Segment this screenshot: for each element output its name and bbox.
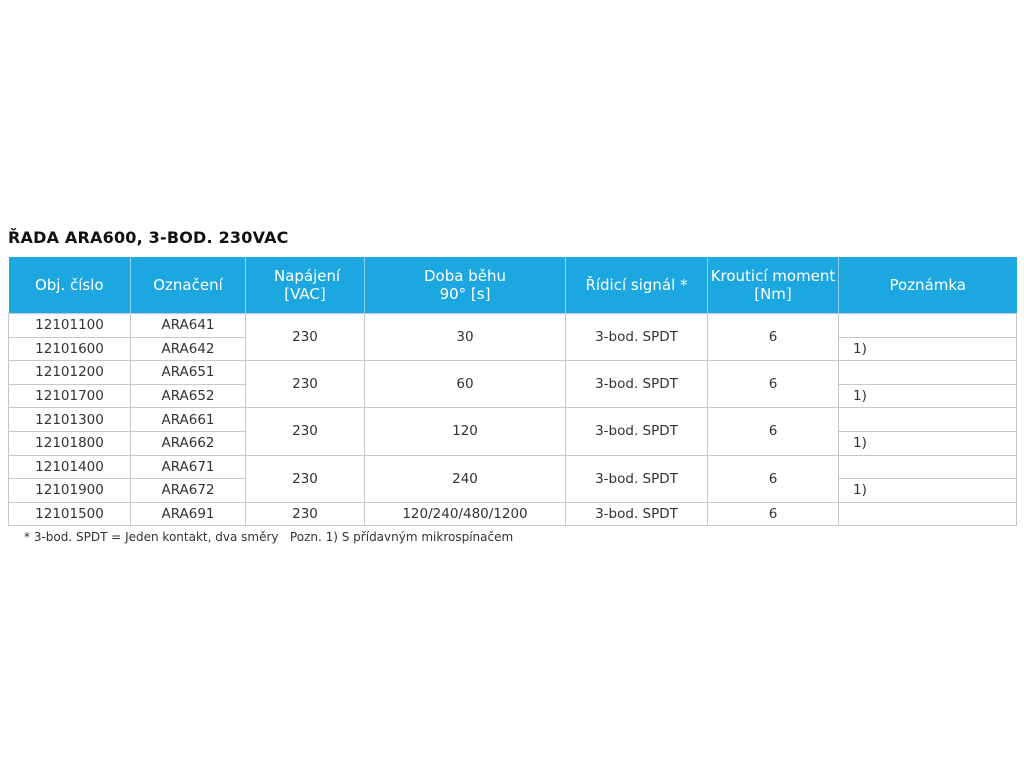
cell-code: 12101600	[8, 336, 131, 362]
cell-runtime: 240	[364, 454, 566, 503]
col-header-name: Označení	[130, 257, 246, 314]
cell-name: ARA661	[130, 407, 246, 432]
cell-code: 12101300	[8, 407, 131, 432]
table-row: 12101600 ARA642 1)	[8, 336, 1017, 362]
cell-voltage: 230	[245, 454, 365, 503]
cell-torque: 6	[707, 407, 839, 456]
cell-code: 12101500	[8, 501, 131, 527]
cell-signal: 3-bod. SPDT	[565, 360, 708, 409]
cell-name: ARA642	[130, 336, 246, 362]
cell-name: ARA662	[130, 430, 246, 456]
table-row: 12101500 ARA691 230 120/240/480/1200 3-bod. …	[8, 501, 1017, 527]
col-header-runtime: Doba běhu 90° [s]	[364, 257, 566, 314]
cell-signal: 3-bod. SPDT	[565, 312, 708, 362]
cell-torque: 6	[707, 360, 839, 409]
cell-voltage: 230	[245, 312, 365, 362]
cell-name: ARA672	[130, 478, 246, 503]
cell-note: 1)	[838, 336, 1017, 362]
cell-code: 12101700	[8, 383, 131, 409]
cell-note: 1)	[838, 430, 1017, 456]
cell-name: ARA671	[130, 454, 246, 480]
table-row: 12101900 ARA672 1)	[8, 478, 1017, 503]
col-header-signal: Řídicí signál *	[565, 257, 708, 314]
cell-note: 1)	[838, 383, 1017, 409]
footnote: * 3-bod. SPDT = Jeden kontakt, dva směry…	[24, 530, 514, 544]
cell-name: ARA652	[130, 383, 246, 409]
col-header-voltage: Napájení [VAC]	[245, 257, 365, 314]
table-title: ŘADA ARA600, 3-BOD. 230VAC	[8, 228, 289, 247]
cell-name: ARA651	[130, 360, 246, 385]
col-header-torque: Krouticí moment [Nm]	[707, 257, 839, 314]
cell-runtime: 60	[364, 360, 566, 409]
cell-note	[838, 360, 1017, 385]
cell-voltage: 230	[245, 407, 365, 456]
cell-code: 12101400	[8, 454, 131, 480]
col-header-note: Poznámka	[838, 257, 1017, 314]
cell-name: ARA641	[130, 313, 246, 338]
table-row: 12101100 ARA641 230 30 3-bod. SPDT 6	[8, 312, 1017, 362]
product-table: Obj. číslo Označení Napájení [VAC] Doba …	[8, 257, 1017, 527]
table-row: 12101700 ARA652 1)	[8, 383, 1017, 409]
cell-note: 1)	[838, 478, 1017, 503]
table-row: 12101300 ARA661 230 120 3-bod. SPDT 6	[8, 407, 1017, 456]
cell-note	[838, 407, 1017, 432]
cell-runtime: 120	[364, 407, 566, 456]
header-row: Obj. číslo Označení Napájení [VAC] Doba …	[8, 257, 1017, 314]
cell-voltage: 230	[245, 360, 365, 409]
col-header-code: Obj. číslo	[8, 257, 131, 314]
cell-signal: 3-bod. SPDT	[565, 454, 708, 503]
table-row: 12101200 ARA651 230 60 3-bod. SPDT 6	[8, 360, 1017, 409]
cell-code: 12101100	[8, 313, 131, 338]
cell-note	[838, 454, 1017, 480]
cell-code: 12101900	[8, 478, 131, 503]
cell-torque: 6	[707, 454, 839, 503]
cell-runtime: 30	[364, 312, 566, 362]
cell-voltage: 230	[245, 501, 365, 527]
cell-note	[838, 501, 1017, 527]
table-row: 12101400 ARA671 230 240 3-bod. SPDT 6	[8, 454, 1017, 503]
cell-name: ARA691	[130, 501, 246, 527]
cell-note	[838, 313, 1017, 338]
cell-signal: 3-bod. SPDT	[565, 501, 708, 527]
cell-runtime: 120/240/480/1200	[364, 501, 566, 527]
cell-torque: 6	[707, 312, 839, 362]
cell-code: 12101200	[8, 360, 131, 385]
cell-signal: 3-bod. SPDT	[565, 407, 708, 456]
table-row: 12101800 ARA662 1)	[8, 430, 1017, 456]
cell-code: 12101800	[8, 430, 131, 456]
cell-torque: 6	[707, 501, 839, 527]
